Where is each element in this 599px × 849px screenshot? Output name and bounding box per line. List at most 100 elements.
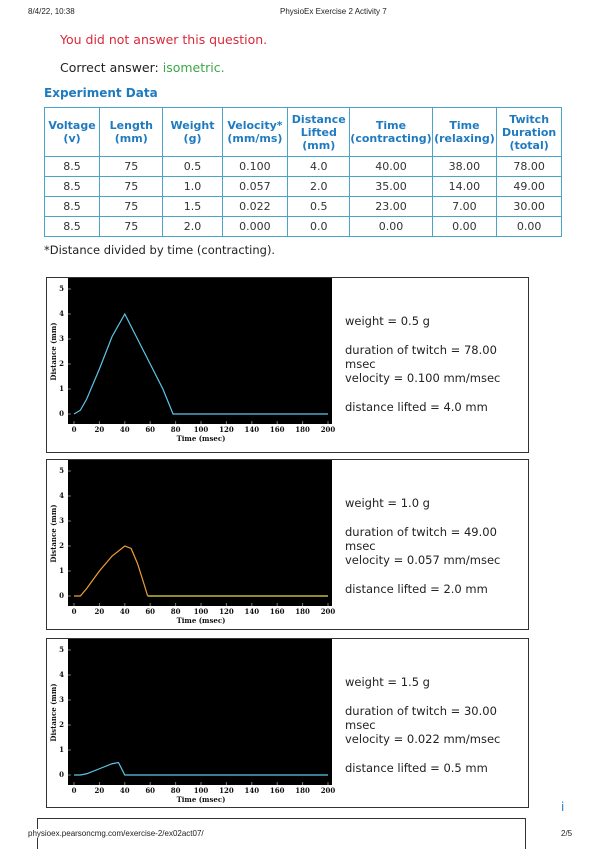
table-row: 8.5 75 1.0 0.057 2.0 35.00 14.00 49.00 [43,176,562,197]
panel-text: weight = 1.0 g [345,496,430,510]
y-tick-label: 2 [59,720,64,729]
y-tick-label: 4 [59,309,64,318]
x-tick-label: 160 [270,607,285,616]
header-line: Length [109,119,153,132]
x-tick-label: 40 [120,425,130,434]
table-cell: 0.00 [496,216,562,237]
x-tick-label: 0 [72,425,77,434]
header-line: Lifted [300,125,337,139]
panel-text: velocity = 0.022 mm/msec [345,732,501,746]
table-cell: 30.00 [496,196,562,217]
header-line: (v) [63,132,81,145]
y-tick-label: 4 [59,670,64,679]
x-tick-label: 120 [219,786,234,795]
table-cell: 23.00 [349,196,433,217]
table-cell: 0.100 [221,156,289,177]
header-line: (contracting) [350,132,432,145]
column-header: Time (relaxing) [431,107,498,157]
panel-text: weight = 1.5 g [345,675,430,689]
table-row: 8.5 75 2.0 0.000 0.0 0.00 0.00 0.00 [43,216,562,237]
header-line: (mm) [114,132,148,145]
y-axis-label: Distance (mm) [49,504,58,562]
x-axis-label: Time (msec) [177,795,226,804]
x-tick-label: 0 [72,607,77,616]
x-tick-label: 180 [295,607,310,616]
header-line: Voltage [48,119,96,132]
section-title: Experiment Data [44,86,158,100]
y-tick-label: 0 [59,770,64,779]
header-line: (total) [509,138,549,152]
chart: 0 1 2 3 4 5 0 20 40 60 80 100 120 140 160 180 200 Time (m… [49,639,336,804]
x-tick-label: 200 [321,786,336,795]
x-tick-label: 100 [194,607,209,616]
panel-text: velocity = 0.057 mm/msec [345,553,501,567]
panel-text: duration of twitch = 49.00 msec [345,524,497,553]
table-cell: 0.0 [287,216,351,237]
table-cell: 1.5 [162,196,223,217]
y-tick-label: 3 [59,695,64,704]
table-cell: 49.00 [496,176,562,197]
table-cell: 14.00 [431,176,498,197]
column-header: Length (mm) [99,107,164,157]
header-line: Time [375,119,407,132]
chart-panel: weight = 1.5 g duration of twitch = 30.00… [46,638,529,808]
header-line: Distance [291,112,346,126]
table-cell: 0.022 [221,196,289,217]
table-cell: 1.0 [162,176,223,197]
table-row: 8.5 75 0.5 0.100 4.0 40.00 38.00 78.00 [43,156,562,177]
plot-area [68,278,332,424]
column-header: Time (contracting) [349,107,433,157]
table-cell: 8.5 [43,176,101,197]
x-tick-label: 140 [244,425,259,434]
data-line [74,545,149,597]
chart: 0 1 2 3 4 5 0 20 40 60 80 100 120 140 160 180 200 Time (m… [49,460,335,625]
table-cell: 75 [99,176,164,197]
footer-url: physioex.pearsoncmg.com/exercise-2/ex02a… [28,829,204,838]
table-cell: 75 [99,196,164,217]
print-date: 8/4/22, 10:38 [28,7,75,16]
y-tick-label: 5 [59,284,64,293]
chart: 0 1 2 3 4 5 0 20 40 60 80 100 120 140 160 180 200 Time (m… [49,278,335,443]
y-tick-label: 0 [59,591,64,600]
y-tick-label: 2 [59,359,64,368]
y-tick-label: 5 [59,466,64,475]
table-row: 8.5 75 1.5 0.022 0.5 23.00 7.00 30.00 [43,196,562,217]
header-line: (g) [183,132,202,145]
table-cell: 38.00 [431,156,498,177]
table-cell: 35.00 [349,176,433,197]
x-tick-label: 160 [270,425,285,434]
x-tick-label: 80 [171,607,181,616]
column-header: Distance Lifted (mm) [287,107,351,157]
y-axis-label: Distance (mm) [49,322,58,380]
page-number: 2/5 [561,829,573,838]
x-tick-label: 80 [171,786,181,795]
y-tick-label: 3 [59,334,64,343]
x-tick-label: 180 [295,786,310,795]
table-cell: 0.5 [287,196,351,217]
column-header: Twitch Duration (total) [496,107,562,157]
panel-text: distance lifted = 0.5 mm [345,760,488,775]
x-tick-label: 60 [145,425,155,434]
table-cell: 7.00 [431,196,498,217]
x-tick-label: 20 [95,786,105,795]
x-tick-label: 20 [95,607,105,616]
table-cell: 8.5 [43,156,101,177]
table-cell: 2.0 [287,176,351,197]
y-tick-label: 1 [59,745,64,754]
x-tick-label: 120 [219,607,234,616]
panel-text: weight = 0.5 g [345,314,430,328]
header-line: Weight [170,119,215,132]
table-cell: 0.00 [431,216,498,237]
panel-text: duration of twitch = 30.00 msec [345,703,497,732]
table-cell: 0.057 [221,176,289,197]
table-cell: 4.0 [287,156,351,177]
x-tick-label: 180 [295,425,310,434]
info-icon[interactable]: i [561,800,565,814]
header-line: (mm/ms) [227,132,283,145]
x-tick-label: 80 [171,425,181,434]
chart-panel: weight = 1.0 g duration of twitch = 49.00… [46,459,529,630]
x-tick-label: 60 [145,786,155,795]
x-tick-label: 100 [194,425,209,434]
feedback-message: You did not answer this question. [60,32,268,47]
